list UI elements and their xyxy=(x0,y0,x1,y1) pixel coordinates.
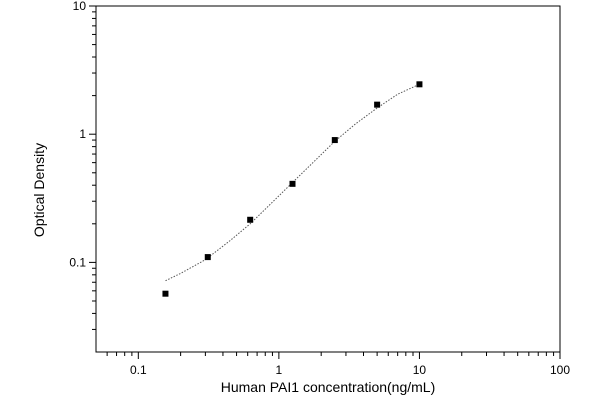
x-axis-title: Human PAI1 concentration(ng/mL) xyxy=(221,379,436,395)
x-axis-tick-label: 10 xyxy=(413,363,427,377)
data-point-marker xyxy=(374,101,381,108)
x-axis-tick-label: 1 xyxy=(276,363,283,377)
data-point-marker xyxy=(204,254,211,261)
y-axis-tick-label: 10 xyxy=(73,0,87,13)
x-axis-ticks xyxy=(106,352,561,359)
data-point-marker xyxy=(247,216,254,223)
data-point-marker xyxy=(331,137,338,144)
y-axis-tick-label: 0.1 xyxy=(69,255,86,269)
x-axis-tick-label: 100 xyxy=(550,363,570,377)
data-point-marker xyxy=(416,81,423,88)
data-points xyxy=(162,81,423,297)
plot-area xyxy=(95,5,561,353)
y-axis-title: Optical Density xyxy=(31,143,47,237)
y-axis-tick-labels: 0.1 1 10 xyxy=(69,0,86,269)
data-point-marker xyxy=(162,290,169,297)
plot-frame xyxy=(95,5,561,353)
data-point-marker xyxy=(289,180,296,187)
y-axis-tick-label: 1 xyxy=(79,127,86,141)
x-axis-tick-label: 0.1 xyxy=(130,363,147,377)
x-axis-tick-labels: 0.1 1 10 100 xyxy=(130,363,570,377)
y-axis-ticks xyxy=(89,5,96,330)
